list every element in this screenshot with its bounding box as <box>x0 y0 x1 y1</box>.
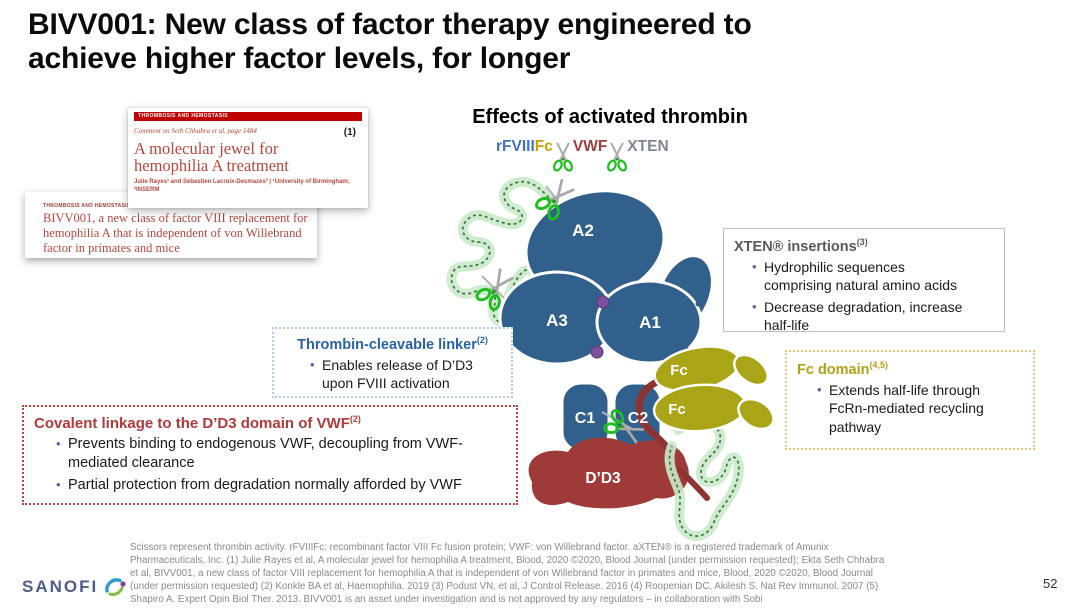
callout-fc-title: Fc domain(4,5) <box>797 360 889 378</box>
sanofi-wordmark: SANOFI <box>22 577 99 596</box>
fviii-domains <box>498 189 714 453</box>
dd3-domain-blob <box>528 437 689 509</box>
callout-xten-title: XTEN® insertions(3) <box>734 237 868 255</box>
legend-vwf: VWF <box>572 138 608 155</box>
footnotes: Scissors represent thrombin activity. rF… <box>130 541 1038 606</box>
protein-diagram: A2 A3 A1 C1 C2 D’D3 Fc Fc <box>446 174 775 542</box>
journal-label: THROMBOSIS AND HEMOSTASIS <box>43 203 131 209</box>
citation-sup: (4,5) <box>869 360 889 370</box>
journal-banner: THROMBOSIS AND HEMOSTASIS <box>134 112 362 121</box>
c1-domain-label: C1 <box>575 410 596 427</box>
bullet-item: • Prevents binding to endogenous VWF, dec… <box>56 435 506 473</box>
fc-bottom-hook <box>737 397 775 431</box>
thrombin-site-dot <box>596 295 610 309</box>
legend-rfviiifc: rFVIIIFc <box>496 138 553 155</box>
callout-covalent-linkage: Covalent linkage to the D’D3 domain of V… <box>22 405 518 505</box>
footnote-line: (under permission requested) (2) Konkle … <box>130 581 879 592</box>
bullet-item: • Hydrophilic sequences comprising natura… <box>752 258 957 294</box>
bullet-item: • Decrease degradation, increase half-lif… <box>752 298 963 334</box>
journal-comment: Comment on Seth Chhabra et al, page 1484 <box>134 127 257 135</box>
vwf-linker-branch <box>677 467 710 501</box>
callout-thrombin-title: Thrombin-cleavable linker(2) <box>297 335 488 353</box>
journal-card-jewel: THROMBOSIS AND HEMOSTASIS Comment on Set… <box>128 108 368 208</box>
bullet-dot: • <box>56 436 61 451</box>
footnote-line: Pharmaceuticals, Inc. (1) Julie Rayes et… <box>130 555 885 566</box>
legend-xten: XTEN <box>627 138 669 155</box>
citation-marker: (1) <box>343 127 356 138</box>
c2-domain-label: C2 <box>628 410 649 427</box>
dd3-domain-label: D’D3 <box>585 470 621 487</box>
footnote-line: Scissors represent thrombin activity. rF… <box>130 542 829 553</box>
page-title-line1: BIVV001: New class of factor therapy eng… <box>28 8 752 41</box>
citation-sup: (2) <box>349 414 361 424</box>
callout-covalent-title: Covalent linkage to the D’D3 domain of V… <box>34 414 361 432</box>
page-number: 52 <box>1043 576 1058 591</box>
bullet-item: • Extends half-life through FcRn-mediated… <box>817 381 984 435</box>
footnote-line: et al, BIVV001, a new class of factor VI… <box>130 568 873 579</box>
scissors-icon <box>551 142 574 173</box>
footnote-line: Shapiro A. Expert Opin Biol Ther. 2013. … <box>130 594 763 605</box>
journal-article-title: BIVV001, a new class of factor VIII repl… <box>43 211 308 255</box>
diagram-heading: Effects of activated thrombin <box>472 106 748 128</box>
journal-headline: A molecular jewel for hemophilia A treat… <box>134 140 362 174</box>
fc-top-hook <box>733 353 769 387</box>
bullet-item: • Enables release of D’D3 upon FVIII acti… <box>310 356 473 392</box>
fc-domains <box>652 345 775 433</box>
fc-bottom-label: Fc <box>668 401 686 418</box>
citation-sup: (2) <box>476 335 488 345</box>
a1-domain-label: A1 <box>639 313 661 332</box>
scissors-icon <box>606 142 629 173</box>
journal-authors: Julie Rayes¹ and Sébastien Lacroix-Desma… <box>134 179 350 194</box>
bullet-dot: • <box>310 356 315 372</box>
sanofi-logo: SANOFI <box>22 576 128 598</box>
fc-top-label: Fc <box>670 362 688 379</box>
bullet-dot: • <box>752 298 757 314</box>
callout-fc-domain: Fc domain(4,5) • Extends half-life throug… <box>785 350 1035 450</box>
page-title: BIVV001: New class of factor therapy eng… <box>28 8 988 76</box>
blue-tail <box>687 275 704 307</box>
thrombin-site-dot <box>590 345 604 359</box>
a2-domain-label: A2 <box>572 221 594 240</box>
bullet-dot: • <box>56 477 61 493</box>
callout-xten-insertions: XTEN® insertions(3) • Hydrophilic sequenc… <box>723 228 1005 334</box>
a1-domain-blob <box>595 279 703 365</box>
sanofi-swoosh-icon <box>105 578 126 596</box>
journal-headline-line2: hemophilia A treatment <box>134 156 289 176</box>
bullet-dot: • <box>752 258 757 274</box>
bullet-dot: • <box>817 381 822 397</box>
citation-sup: (3) <box>856 237 868 247</box>
xten-squiggle-bottom <box>664 417 744 542</box>
diagram-legend: rFVIIIFc VWF XTEN <box>496 138 669 175</box>
journal-headline-line1: A molecular jewel for <box>134 139 279 158</box>
page-title-line2: achieve higher factor levels, for longer <box>28 41 571 75</box>
vwf-linker <box>635 376 675 460</box>
a3-domain-label: A3 <box>546 311 568 330</box>
bullet-item: • Partial protection from degradation nor… <box>56 476 506 495</box>
callout-thrombin-linker: Thrombin-cleavable linker(2) • Enables re… <box>272 327 513 398</box>
